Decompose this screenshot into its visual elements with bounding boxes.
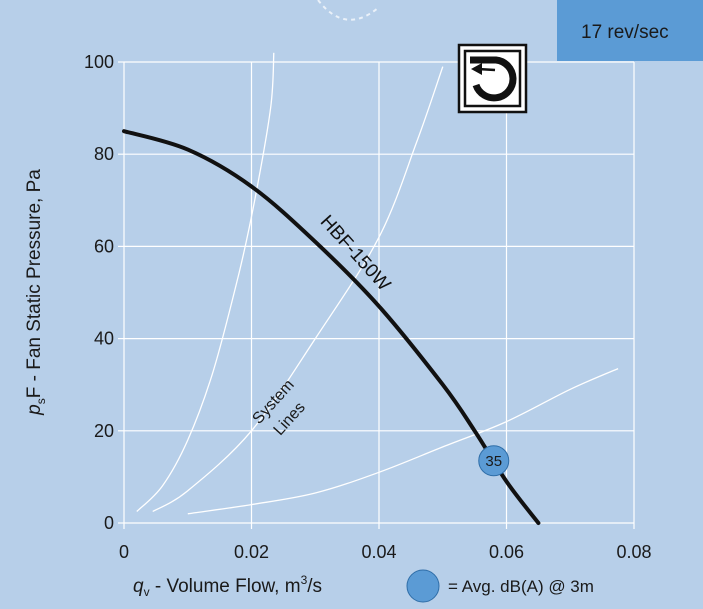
x-tick-label: 0 bbox=[119, 542, 129, 562]
x-axis-title: qv - Volume Flow, m3/s bbox=[133, 573, 322, 599]
grid-lines bbox=[118, 61, 635, 529]
x-tick-label: 0.04 bbox=[361, 542, 396, 562]
speed-badge-box bbox=[557, 0, 703, 61]
x-tick-label: 0.06 bbox=[489, 542, 524, 562]
speed-badge-text: 17 rev/sec bbox=[581, 22, 669, 43]
system-lines bbox=[136, 52, 619, 515]
y-tick-label: 20 bbox=[94, 421, 114, 441]
x-tick-label: 0.02 bbox=[234, 542, 269, 562]
y-tick-label: 40 bbox=[94, 329, 114, 349]
decorative-arc bbox=[317, 0, 379, 21]
x-tick-label: 0.08 bbox=[616, 542, 651, 562]
system-line bbox=[187, 368, 619, 515]
noise-marker bbox=[478, 445, 510, 477]
x-axis-title-sup: 3 bbox=[301, 573, 308, 587]
y-tick-label: 80 bbox=[94, 144, 114, 164]
y-axis-title-main: p bbox=[24, 404, 45, 416]
y-tick-label: 60 bbox=[94, 236, 114, 256]
legend-marker-swatch bbox=[406, 569, 440, 603]
y-tick-label: 100 bbox=[84, 52, 114, 72]
x-axis-title-sub: v bbox=[144, 585, 150, 599]
y-axis-title-rest: F - Fan Static Pressure, Pa bbox=[24, 169, 45, 399]
centrifugal-fan-icon bbox=[457, 43, 528, 114]
y-axis-title: psF - Fan Static Pressure, Pa bbox=[24, 169, 48, 416]
system-line bbox=[152, 66, 444, 513]
x-axis-title-end: /s bbox=[307, 576, 322, 597]
legend: = Avg. dB(A) @ 3m bbox=[406, 569, 594, 603]
tick-labels: 0 0.02 0.04 0.06 0.08 0 20 40 60 80 100 bbox=[84, 52, 652, 562]
noise-marker-label: 35 bbox=[485, 453, 502, 470]
x-axis-title-rest: - Volume Flow, m bbox=[150, 576, 301, 597]
x-axis-title-main: q bbox=[133, 576, 144, 597]
speed-badge: 17 rev/sec bbox=[557, 0, 703, 61]
noise-markers: 35 bbox=[478, 445, 510, 477]
legend-text: = Avg. dB(A) @ 3m bbox=[448, 577, 594, 596]
y-tick-label: 0 bbox=[104, 513, 114, 533]
system-line bbox=[136, 52, 275, 512]
y-axis-title-sub: s bbox=[34, 398, 48, 404]
